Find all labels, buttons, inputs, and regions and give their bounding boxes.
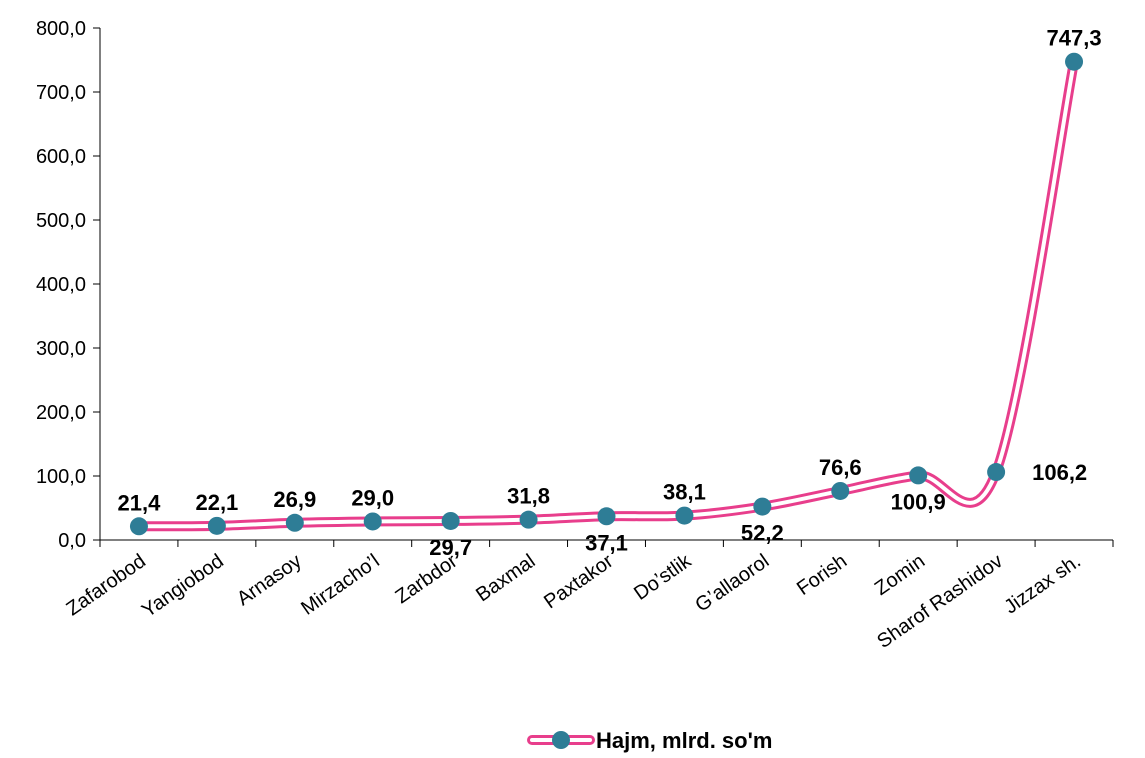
x-tick-label: Zafarobod — [63, 550, 150, 620]
y-tick-label: 200,0 — [36, 402, 86, 424]
series-line-outer — [133, 56, 1080, 532]
data-label: 52,2 — [741, 521, 784, 546]
data-labels: 21,4 22,1 26,9 29,0 29,7 31,8 37,1 38,1 52,2 76,6… — [118, 26, 1102, 560]
y-tick-label: 300,0 — [36, 338, 86, 360]
data-label: 747,3 — [1047, 26, 1102, 51]
x-tick-label: Jizzax sh. — [1000, 550, 1085, 618]
y-tick-label: 600,0 — [36, 146, 86, 168]
data-label: 21,4 — [118, 490, 162, 515]
data-point-marker — [519, 510, 538, 529]
data-point-marker — [753, 497, 772, 516]
x-tick-label: Arnasoy — [233, 550, 306, 610]
data-label: 100,9 — [891, 489, 946, 514]
x-tick-label: Zomin — [871, 550, 929, 600]
x-tick-label: Do’stlik — [630, 550, 696, 605]
y-axis-ticks: 0,0 100,0 200,0 300,0 400,0 500,0 600,0 700,0 80… — [36, 18, 100, 552]
data-label: 37,1 — [585, 530, 628, 555]
series-group — [129, 52, 1084, 536]
y-tick-label: 0,0 — [58, 530, 86, 552]
data-point-marker — [285, 513, 304, 532]
data-label: 31,8 — [507, 484, 550, 509]
legend: Hajm, mlrd. so'm — [527, 728, 772, 753]
data-label: 106,2 — [1032, 460, 1087, 485]
x-tick-label: G’allaorol — [691, 550, 773, 616]
data-label: 38,1 — [663, 480, 706, 505]
data-label: 26,9 — [273, 487, 316, 512]
data-point-marker — [675, 506, 694, 525]
x-tick-label: Baxmal — [472, 550, 539, 606]
data-point-marker — [129, 517, 148, 536]
data-label: 22,1 — [195, 490, 238, 515]
axes — [99, 28, 1113, 541]
data-point-marker — [1065, 52, 1084, 71]
y-tick-label: 700,0 — [36, 82, 86, 104]
legend-marker — [552, 731, 570, 749]
data-point-marker — [987, 463, 1006, 482]
y-tick-label: 800,0 — [36, 18, 86, 40]
data-point-marker — [831, 481, 850, 500]
x-tick-label: Mirzacho’l — [297, 550, 383, 620]
data-point-marker — [597, 507, 616, 526]
y-tick-label: 100,0 — [36, 466, 86, 488]
x-tick-label: Paxtakor — [540, 550, 618, 613]
data-point-marker — [363, 512, 382, 531]
x-tick-label: Forish — [793, 550, 851, 600]
y-tick-label: 400,0 — [36, 274, 86, 296]
x-tick-label: Yangiobod — [138, 550, 228, 622]
data-label: 29,0 — [351, 485, 394, 510]
data-point-marker — [909, 466, 928, 485]
y-tick-label: 500,0 — [36, 210, 86, 232]
legend-label: Hajm, mlrd. so'm — [596, 728, 772, 753]
data-label: 76,6 — [819, 455, 862, 480]
data-label: 29,7 — [429, 535, 472, 560]
data-point-marker — [441, 511, 460, 530]
data-point-marker — [207, 516, 226, 535]
series-line-inner — [136, 59, 1077, 529]
